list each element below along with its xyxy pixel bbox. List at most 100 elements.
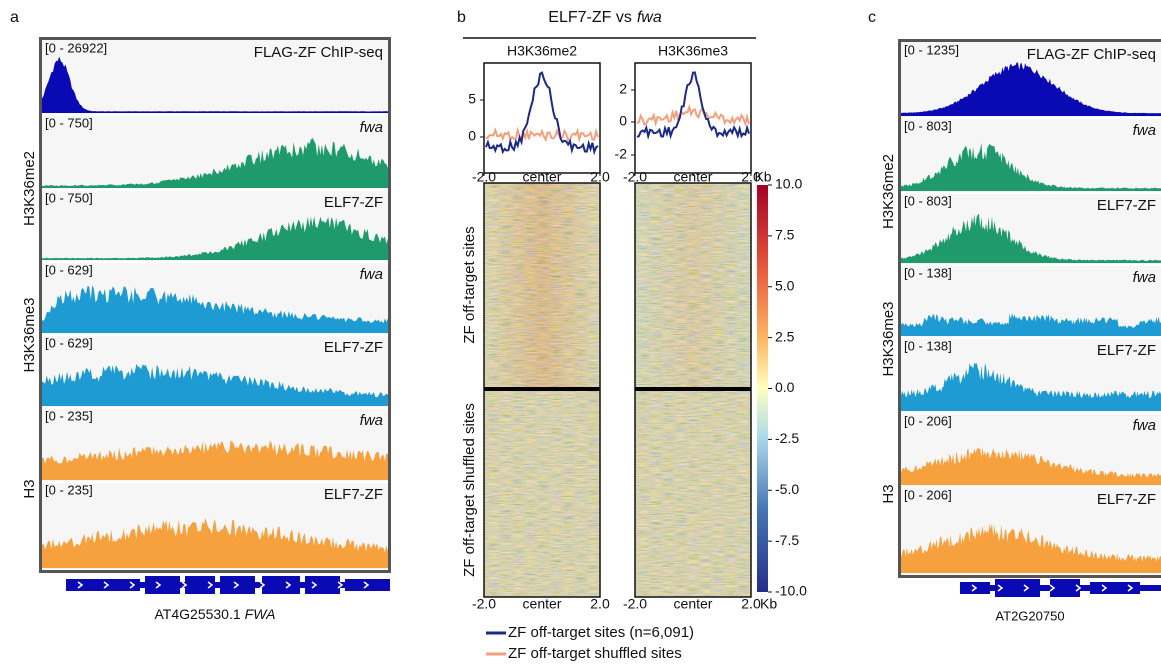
gene-id: AT4G25530.1: [155, 606, 241, 622]
x-tick-label: center: [523, 169, 562, 185]
colorbar-tick-label: 5.0: [775, 277, 795, 293]
gene-arrow: [285, 581, 292, 589]
gene-arrow: [181, 581, 188, 589]
colorbar-tick-label: -7.5: [775, 532, 799, 548]
coverage-track: [42, 137, 388, 188]
colorbar-tick-label: -2.5: [775, 430, 799, 446]
track-group-label: H3: [880, 484, 897, 503]
track-range: [0 - 803]: [904, 118, 952, 133]
profile-line: [485, 126, 599, 144]
track-range: [0 - 138]: [904, 265, 952, 280]
track-name: FLAG-ZF ChIP-seq: [1027, 46, 1156, 63]
track-name: fwa: [1133, 269, 1156, 286]
legend-label: ZF off-target shuffled sites: [508, 645, 682, 662]
gene-arrow: [1101, 584, 1108, 592]
colorbar-tick-label: -5.0: [775, 481, 799, 497]
profile-line: [636, 103, 750, 128]
coverage-track: [901, 523, 1161, 573]
track-name: ELF7-ZF: [324, 194, 383, 211]
gene-exon: [995, 579, 1040, 597]
gene-arrow: [259, 581, 266, 589]
panel-title: ELF7-ZF vs fwa: [548, 9, 662, 26]
track-name: ELF7-ZF: [1097, 342, 1156, 359]
gene-exon: [1050, 579, 1080, 597]
gene-exon: [145, 576, 180, 594]
gene-exon: [305, 576, 340, 594]
track-name: FLAG-ZF ChIP-seq: [254, 44, 383, 61]
colorbar-tick-label: -10.0: [775, 583, 807, 599]
track-name: ELF7-ZF: [1097, 491, 1156, 508]
x-tick-label: -2.0: [472, 169, 496, 185]
y-tick-label: -2: [615, 146, 628, 162]
track-range: [0 - 26922]: [45, 40, 107, 55]
track-range: [0 - 629]: [45, 335, 93, 350]
track-name: fwa: [1133, 417, 1156, 434]
title: ELF7-ZF vs: [548, 9, 632, 26]
profile-frame: [483, 62, 601, 174]
x-tick-label: -2.0: [472, 596, 496, 612]
gene-exon: [185, 576, 215, 594]
track-range: [0 - 1235]: [904, 42, 959, 57]
track-range: [0 - 750]: [45, 190, 93, 205]
panel-label: c: [868, 9, 876, 26]
heatmap-divider: [484, 387, 600, 391]
gene-arrow: [1049, 584, 1056, 592]
track-name: ELF7-ZF: [324, 339, 383, 356]
gene-arrow: [129, 581, 136, 589]
gene-arrow: [103, 581, 110, 589]
coverage-track: [42, 216, 388, 260]
gene-arrow: [1127, 584, 1134, 592]
gene-arrow: [155, 581, 162, 589]
x-tick-label: 2.0: [741, 169, 761, 185]
gene-name: FWA: [245, 606, 276, 622]
coverage-track: [901, 447, 1161, 485]
profile-title: H3K36me2: [507, 43, 577, 59]
track-frame: [898, 39, 1161, 578]
x-tick-label: -2.0: [623, 169, 647, 185]
gene-arrow: [337, 581, 344, 589]
heatmap-divider: [635, 387, 751, 391]
track-name: fwa: [360, 266, 383, 283]
x-tick-label: 2.0: [590, 596, 610, 612]
title-italic: fwa: [637, 9, 662, 26]
x-tick-label: center: [674, 169, 713, 185]
gene-arrow: [971, 584, 978, 592]
gene-arrow: [997, 584, 1004, 592]
colorbar-tick-label: 10.0: [775, 176, 802, 192]
coverage-track: [42, 285, 388, 333]
x-unit: Kb: [754, 169, 771, 185]
coverage-track: [42, 56, 388, 113]
x-tick-label: -2.0: [623, 596, 647, 612]
coverage-track: [901, 142, 1161, 191]
track-name: fwa: [360, 119, 383, 136]
heatmap-frame: [634, 182, 752, 598]
y-tick-label: 2: [619, 81, 627, 97]
panel-label: b: [457, 9, 466, 26]
track-range: [0 - 629]: [45, 262, 93, 277]
x-tick-label: 2.0: [741, 596, 761, 612]
track-name: ELF7-ZF: [324, 486, 383, 503]
track-group-label: H3: [21, 479, 38, 498]
track-name: fwa: [360, 412, 383, 429]
gene-arrow: [77, 581, 84, 589]
y-tick-label: 0: [468, 128, 476, 144]
track-frame: [39, 37, 391, 573]
track-range: [0 - 235]: [45, 482, 93, 497]
track-range: [0 - 206]: [904, 413, 952, 428]
x-unit: Kb: [760, 596, 777, 612]
coverage-track: [901, 313, 1161, 336]
gene-arrow: [1023, 584, 1030, 592]
coverage-track: [42, 363, 388, 406]
profile-line: [636, 71, 750, 140]
track-group-label: H3K36me2: [21, 151, 38, 226]
track-range: [0 - 206]: [904, 487, 952, 502]
track-range: [0 - 138]: [904, 338, 952, 353]
colorbar: [757, 185, 768, 592]
coverage-track: [42, 518, 388, 568]
gene-exon: [66, 579, 140, 591]
x-tick-label: 2.0: [590, 169, 610, 185]
gene-arrow: [1075, 584, 1082, 592]
track-name: fwa: [1133, 122, 1156, 139]
gene-label: AT2G20750: [995, 608, 1064, 623]
